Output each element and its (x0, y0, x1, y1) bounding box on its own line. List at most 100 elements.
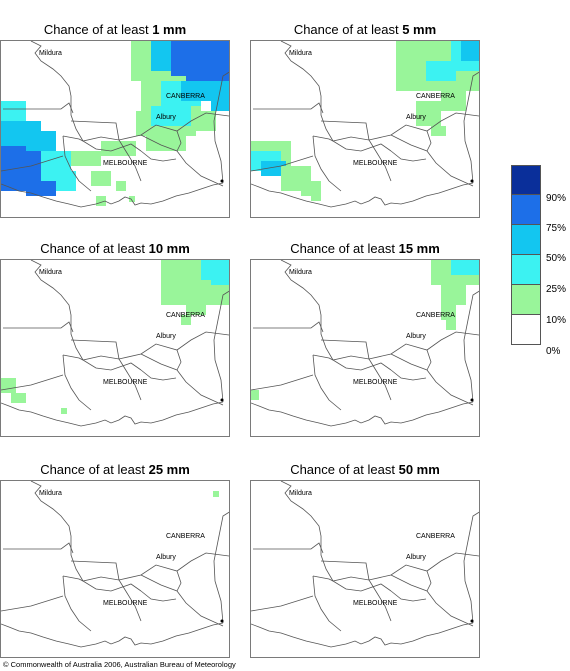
town-label-canberra: CANBERRA (166, 93, 205, 100)
victoria-map: Mildura CANBERRA Albury MELBOURNE (1, 260, 229, 427)
district-boundary (251, 595, 314, 612)
probability-cell (441, 305, 456, 320)
town-label-mildura: Mildura (39, 269, 62, 276)
district-boundary (3, 321, 74, 333)
legend-label-90: 90% (546, 193, 567, 204)
town-label-canberra: CANBERRA (416, 312, 455, 319)
panel-title-25mm: Chance of at least 25 mm (40, 462, 190, 477)
legend-swatch-0 (511, 315, 541, 345)
legend-swatch-75 (511, 195, 541, 225)
probability-cell (1, 378, 16, 393)
district-boundary (390, 150, 427, 162)
town-label-albury: Albury (156, 333, 176, 340)
panel-title-1mm: Chance of at least 1 mm (43, 22, 187, 37)
town-label-canberra: CANBERRA (166, 533, 205, 540)
district-boundary (312, 135, 342, 192)
town-label-albury: Albury (406, 554, 426, 561)
district-boundary (320, 339, 370, 360)
district-boundary (1, 595, 64, 612)
district-boundary (3, 102, 74, 114)
panel-title-5mm: Chance of at least 5 mm (293, 22, 437, 37)
district-boundary (62, 354, 142, 371)
town-label-canberra: CANBERRA (416, 533, 455, 540)
map-5mm: Mildura CANBERRA Albury MELBOURNE (250, 40, 480, 218)
probability-cell (211, 81, 229, 111)
town-label-melbourne: MELBOURNE (103, 379, 148, 386)
rainfall-shading (213, 491, 219, 497)
district-boundary (426, 130, 432, 152)
district-boundary (62, 354, 92, 411)
district-boundary (463, 71, 479, 184)
probability-cell (441, 91, 466, 111)
copyright-notice: © Commonwealth of Australia 2006, Austra… (3, 660, 236, 669)
probability-cell (71, 151, 101, 166)
district-boundary (62, 135, 92, 192)
district-boundary (251, 374, 314, 391)
district-boundary (70, 339, 120, 360)
probability-legend (511, 165, 541, 345)
town-label-mildura: Mildura (289, 50, 312, 57)
town-label-mildura: Mildura (39, 50, 62, 57)
point-marker (220, 619, 224, 623)
rainfall-shading (1, 260, 229, 414)
probability-cell (181, 81, 211, 101)
district-boundary (1, 374, 64, 391)
town-label-albury: Albury (406, 114, 426, 121)
probability-cell (446, 320, 456, 330)
district-boundary (253, 321, 324, 333)
district-boundary (140, 369, 177, 381)
town-label-melbourne: MELBOURNE (353, 379, 398, 386)
town-label-canberra: CANBERRA (416, 93, 455, 100)
probability-cell (181, 315, 191, 325)
legend-label-10: 10% (546, 315, 567, 326)
district-boundary (463, 511, 479, 624)
rainfall-shading (251, 41, 479, 201)
probability-cell (96, 196, 106, 206)
town-label-melbourne: MELBOURNE (103, 160, 148, 167)
map-1mm: Mildura CANBERRA Albury MELBOURNE (0, 40, 230, 218)
district-boundary (320, 120, 370, 141)
district-boundary (70, 560, 120, 581)
probability-cell (251, 390, 259, 400)
town-label-melbourne: MELBOURNE (353, 160, 398, 167)
district-boundary (213, 290, 229, 403)
district-boundary (320, 560, 370, 581)
legend-swatch-25 (511, 255, 541, 285)
district-boundary (426, 570, 432, 592)
coastline (251, 182, 474, 208)
district-boundary (312, 575, 392, 592)
district-boundary (390, 369, 427, 381)
district-boundary (390, 574, 474, 627)
district-boundary (253, 542, 324, 554)
district-boundary (312, 575, 342, 632)
probability-cell (186, 305, 206, 315)
point-marker (220, 398, 224, 402)
victoria-map: Mildura CANBERRA Albury MELBOURNE (251, 481, 479, 648)
legend-label-25: 25% (546, 284, 567, 295)
district-boundary (62, 135, 142, 152)
point-marker (470, 398, 474, 402)
map-10mm: Mildura CANBERRA Albury MELBOURNE (0, 259, 230, 437)
legend-label-75: 75% (546, 223, 567, 234)
town-label-melbourne: MELBOURNE (103, 600, 148, 607)
rainfall-shading (1, 41, 229, 206)
district-boundary (176, 570, 182, 592)
district-boundary (253, 102, 324, 114)
district-boundary (426, 349, 432, 371)
district-boundary (140, 150, 177, 162)
district-boundary (368, 358, 392, 401)
point-marker (220, 179, 224, 183)
map-50mm: Mildura CANBERRA Albury MELBOURNE (250, 480, 480, 658)
probability-cell (26, 131, 56, 151)
district-boundary (390, 353, 474, 406)
probability-cell (91, 171, 111, 186)
rainfall-shading (251, 260, 479, 400)
town-label-mildura: Mildura (39, 490, 62, 497)
point-marker (470, 619, 474, 623)
town-label-melbourne: MELBOURNE (353, 600, 398, 607)
victoria-map: Mildura CANBERRA Albury MELBOURNE (251, 41, 479, 208)
probability-cell (451, 260, 479, 275)
district-boundary (140, 574, 224, 627)
probability-cell (261, 161, 286, 176)
district-boundary (140, 134, 224, 187)
